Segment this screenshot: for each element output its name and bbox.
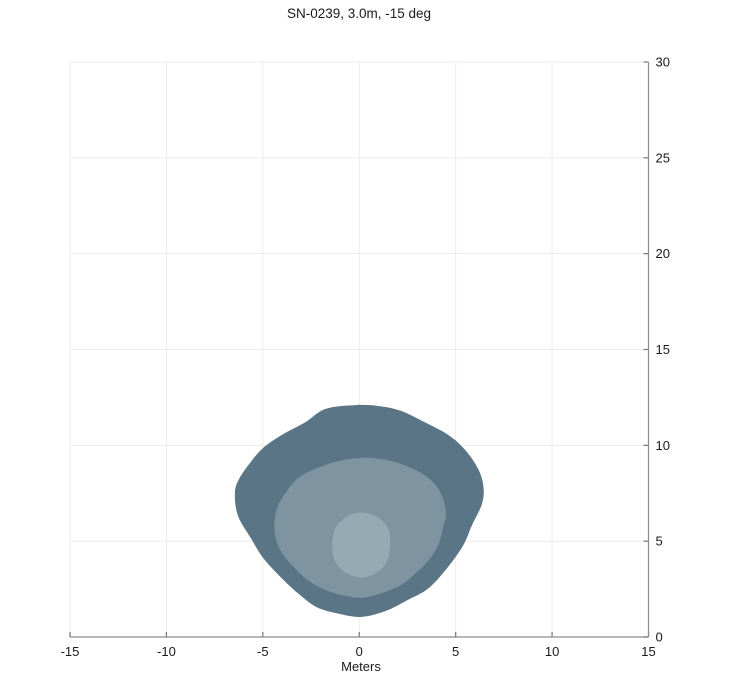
x-tick-label: 10 (545, 644, 559, 659)
y-tick-label: 20 (656, 246, 670, 261)
x-axis: -15 -10 -5 0 5 10 15 (61, 632, 656, 659)
x-axis-label: Meters (341, 659, 381, 674)
y-tick-label: 15 (656, 342, 670, 357)
contour-plot (234, 404, 484, 617)
y-tick-label: 30 (656, 55, 670, 70)
x-tick-label: -10 (157, 644, 176, 659)
y-axis: 0 5 10 15 20 25 30 (643, 55, 670, 645)
x-tick-label: 5 (452, 644, 459, 659)
x-tick-label: -15 (61, 644, 80, 659)
contour-inner-level (332, 512, 391, 578)
y-tick-label: 5 (656, 534, 663, 549)
grid-lines (69, 61, 649, 638)
y-tick-label: 25 (656, 150, 670, 165)
y-tick-label: 0 (656, 630, 663, 645)
x-tick-label: -5 (257, 644, 269, 659)
y-tick-label: 10 (656, 438, 670, 453)
x-tick-label: 0 (356, 644, 363, 659)
chart-title: SN-0239, 3.0m, -15 deg (287, 6, 431, 21)
x-tick-label: 15 (641, 644, 655, 659)
